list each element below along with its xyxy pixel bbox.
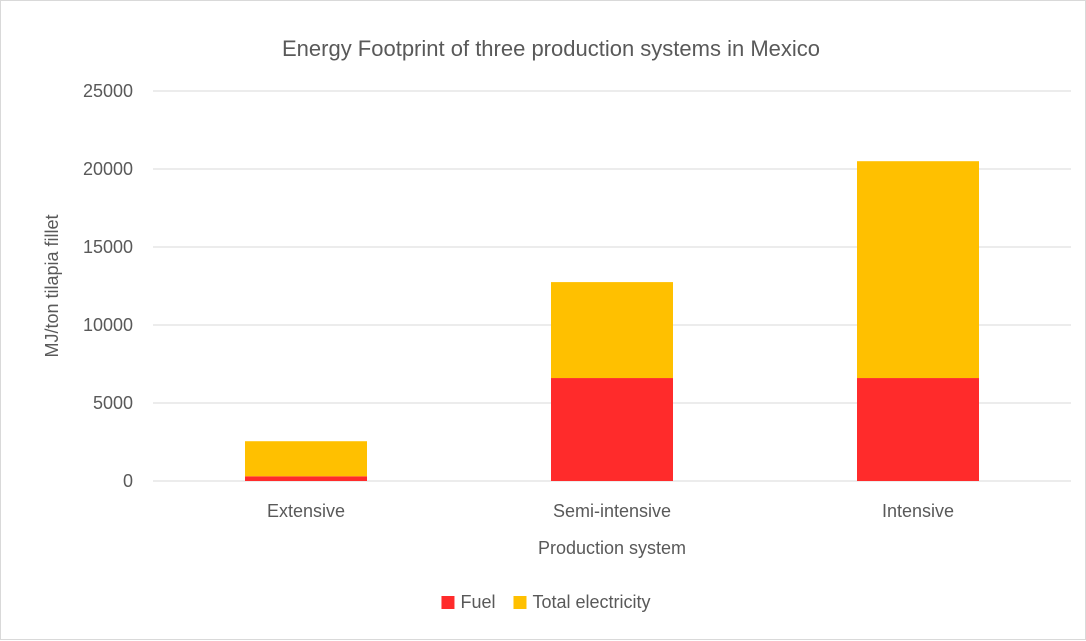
bar-segment-total-electricity-intensive: [857, 161, 979, 379]
x-category-label: Intensive: [882, 501, 954, 521]
legend-swatch: [441, 596, 455, 609]
bars: [245, 161, 979, 481]
bar-segment-fuel-intensive: [857, 378, 979, 481]
legend-item-total-electricity: Total electricity: [513, 592, 651, 612]
y-tick-label: 15000: [83, 237, 133, 257]
legend-item-fuel: Fuel: [441, 592, 495, 612]
chart-title: Energy Footprint of three production sys…: [282, 36, 820, 61]
y-axis-ticks: 0 5000 10000 15000 20000 25000: [83, 81, 133, 491]
y-tick-label: 20000: [83, 159, 133, 179]
legend-label: Fuel: [460, 592, 495, 612]
bar-segment-fuel-extensive: [245, 476, 367, 481]
bar-segment-total-electricity-extensive: [245, 441, 367, 477]
y-tick-label: 5000: [93, 393, 133, 413]
y-tick-label: 0: [123, 471, 133, 491]
x-category-label: Semi-intensive: [553, 501, 671, 521]
x-category-label: Extensive: [267, 501, 345, 521]
x-axis-categories: Extensive Semi-intensive Intensive: [267, 501, 954, 521]
bar-segment-fuel-semi-intensive: [551, 378, 673, 481]
legend-label: Total electricity: [532, 592, 650, 612]
y-tick-label: 25000: [83, 81, 133, 101]
x-axis-title: Production system: [538, 538, 686, 558]
legend: Fuel Total electricity: [441, 592, 651, 612]
legend-swatch: [513, 596, 527, 609]
bar-segment-total-electricity-semi-intensive: [551, 282, 673, 379]
y-axis-title: MJ/ton tilapia fillet: [42, 214, 62, 357]
y-tick-label: 10000: [83, 315, 133, 335]
